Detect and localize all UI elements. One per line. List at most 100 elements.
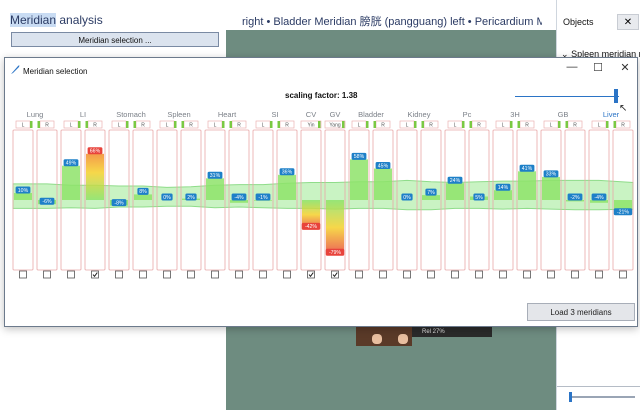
group-label-cv[interactable]: CV xyxy=(306,110,316,119)
side-marker xyxy=(421,121,424,128)
minimize-icon[interactable]: — xyxy=(566,61,578,73)
checkbox-gb-r[interactable] xyxy=(571,270,579,279)
checkbox-spleen-l[interactable] xyxy=(163,270,171,279)
column-frame xyxy=(612,129,634,271)
value-label: 45% xyxy=(378,163,389,169)
checkbox-lung-r[interactable] xyxy=(43,270,51,279)
checkbox-3h-r[interactable] xyxy=(523,270,531,279)
checkbox-heart-r[interactable] xyxy=(235,270,243,279)
group-label-3h[interactable]: 3H xyxy=(510,110,520,119)
checkbox-gv-yang[interactable] xyxy=(331,270,339,279)
value-badge xyxy=(137,187,149,195)
close-icon[interactable]: ✕ xyxy=(620,62,630,74)
value-label: -79% xyxy=(329,250,341,256)
checkbox-3h-l[interactable] xyxy=(499,270,507,279)
column-frame xyxy=(324,129,346,271)
checkbox-pc-l[interactable] xyxy=(451,270,459,279)
side-label: R xyxy=(285,123,289,129)
value-badge xyxy=(447,176,463,184)
checkbox-cv-yin[interactable] xyxy=(307,270,315,279)
side-marker xyxy=(414,121,417,128)
side-marker xyxy=(342,121,345,128)
divider xyxy=(557,386,640,387)
meridian-selection-dialog: Meridian selection — ☐ ✕ scaling factor:… xyxy=(4,57,638,327)
bar-gb-r xyxy=(566,200,584,202)
checkbox-spleen-r[interactable] xyxy=(187,270,195,279)
group-label-lung[interactable]: Lung xyxy=(27,110,44,119)
value-label: 7% xyxy=(427,190,435,196)
checkbox-liver-l[interactable] xyxy=(595,270,603,279)
side-label-box xyxy=(300,120,322,129)
side-label: L xyxy=(118,123,121,129)
column-frame xyxy=(420,129,442,271)
side-marker xyxy=(229,121,232,128)
close-icon[interactable]: ✕ xyxy=(617,14,639,30)
side-label: R xyxy=(93,123,97,129)
load-meridians-button[interactable]: Load 3 meridians xyxy=(527,303,635,321)
group-label-heart[interactable]: Heart xyxy=(218,110,237,119)
chevron-down-icon[interactable]: ⌄ xyxy=(561,49,569,59)
side-label: R xyxy=(621,123,625,129)
scaling-slider-knob[interactable] xyxy=(614,89,618,103)
side-marker xyxy=(30,121,33,128)
column-frame xyxy=(444,129,466,271)
side-marker xyxy=(318,121,321,128)
group-label-bladder[interactable]: Bladder xyxy=(358,110,384,119)
group-label-gv[interactable]: GV xyxy=(330,110,341,119)
value-badge xyxy=(401,193,413,201)
checkbox-kidney-r[interactable] xyxy=(427,270,435,279)
checkbox-si-r[interactable] xyxy=(283,270,291,279)
value-label: -21% xyxy=(617,210,629,216)
panel-slider-knob[interactable] xyxy=(569,392,572,402)
side-marker xyxy=(126,121,129,128)
checkbox-kidney-l[interactable] xyxy=(403,270,411,279)
checkbox-pc-r[interactable] xyxy=(475,270,483,279)
value-badge xyxy=(63,159,79,167)
checkbox-gb-l[interactable] xyxy=(547,270,555,279)
scaling-slider-track[interactable] xyxy=(515,96,619,97)
checkbox-li-l[interactable] xyxy=(67,270,75,279)
value-label: 0% xyxy=(403,195,411,201)
right-foot xyxy=(398,334,408,344)
group-label-liver[interactable]: Liver xyxy=(603,110,620,119)
column-frame xyxy=(564,129,586,271)
group-label-si[interactable]: SI xyxy=(271,110,278,119)
group-label-kidney[interactable]: Kidney xyxy=(408,110,431,119)
checkbox-bladder-r[interactable] xyxy=(379,270,387,279)
checkbox-bladder-l[interactable] xyxy=(355,270,363,279)
column-frame xyxy=(228,129,250,271)
bar-heart-r xyxy=(230,200,248,203)
value-label: 49% xyxy=(66,161,77,167)
checkbox-stomach-r[interactable] xyxy=(139,270,147,279)
group-label-gb[interactable]: GB xyxy=(558,110,569,119)
panel-slider-track[interactable] xyxy=(569,396,635,398)
checkbox-li-r[interactable] xyxy=(91,270,99,279)
group-label-stomach[interactable]: Stomach xyxy=(116,110,146,119)
group-label-pc[interactable]: Pc xyxy=(463,110,472,119)
meridian-selection-button[interactable]: Meridian selection ... xyxy=(11,32,219,47)
checkbox-liver-r[interactable] xyxy=(619,270,627,279)
bar-heart-l xyxy=(206,178,224,200)
checkbox-si-l[interactable] xyxy=(259,270,267,279)
value-label: 31% xyxy=(210,173,221,179)
value-badge xyxy=(231,193,247,201)
group-label-li[interactable]: LI xyxy=(80,110,86,119)
value-badge xyxy=(87,147,103,155)
tree-item-spleen-meridian[interactable]: ⌄ Spleen meridian r xyxy=(561,49,640,59)
checkbox-stomach-l[interactable] xyxy=(115,270,123,279)
column-frame xyxy=(516,129,538,271)
checkbox-heart-l[interactable] xyxy=(211,270,219,279)
value-label: 5% xyxy=(475,195,483,201)
checkmark-icon xyxy=(308,272,314,278)
side-label: L xyxy=(262,123,265,129)
bar-gv-yang xyxy=(326,200,344,256)
maximize-icon[interactable]: ☐ xyxy=(593,62,603,74)
value-label: 24% xyxy=(450,178,461,184)
value-label: 58% xyxy=(354,154,365,160)
value-badge xyxy=(425,188,437,196)
side-marker xyxy=(510,121,513,128)
value-badge xyxy=(39,197,55,205)
value-label: 41% xyxy=(522,166,533,172)
checkbox-lung-l[interactable] xyxy=(19,270,27,279)
group-label-spleen[interactable]: Spleen xyxy=(167,110,190,119)
